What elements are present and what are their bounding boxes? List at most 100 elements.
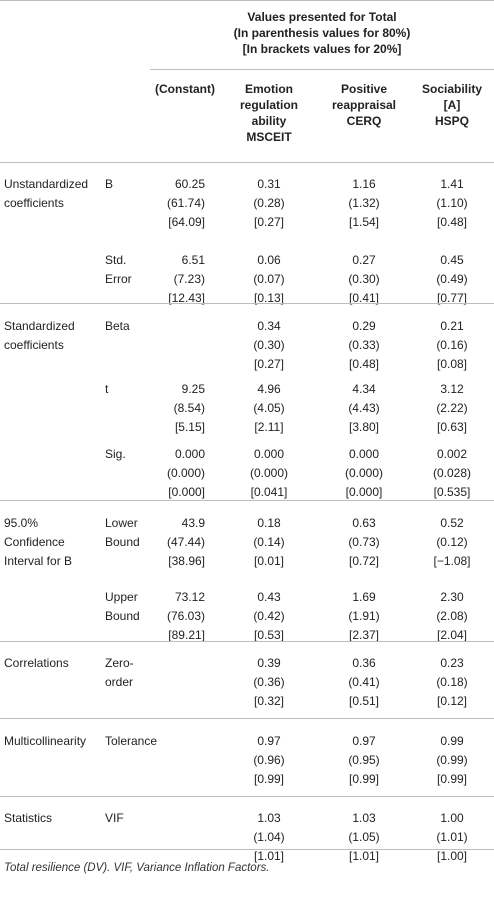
table-cell-value: [0.12] (436, 694, 468, 708)
table-cell-value: [0.48] (348, 357, 380, 371)
table-cell-value: 1.00 (440, 811, 464, 825)
header-title-line: Values presented for Total (247, 10, 397, 24)
table-cell-value: (0.28) (253, 196, 285, 210)
row-sublabel: B (105, 177, 114, 191)
row-sublabel: Std. (105, 253, 127, 267)
table-cell-value: (1.01) (436, 830, 468, 844)
table-cell-value: 0.63 (352, 516, 376, 530)
table-cell-value: [0.63] (436, 420, 468, 434)
row-sublabel: Lower (105, 516, 138, 530)
table-cell-value: 4.96 (257, 382, 281, 396)
table-cell-value: (0.000) (344, 466, 384, 480)
table-cell-value: [3.80] (348, 420, 380, 434)
table-cell-value: [0.000] (345, 485, 383, 499)
table-cell-value: [2.37] (348, 628, 380, 642)
table-cell-value: 0.000 (348, 447, 380, 461)
table-cell-value: [0.01] (253, 554, 285, 568)
table-cell-value: (0.028) (432, 466, 472, 480)
table-cell-value: (8.54) (173, 401, 205, 415)
group-label: Statistics (4, 811, 53, 825)
table-cell-value: 0.21 (440, 319, 464, 333)
column-header-line: reappraisal (331, 98, 397, 112)
table-cell-value: 3.12 (440, 382, 464, 396)
table-cell-value: 0.97 (257, 734, 281, 748)
table-cell-value: [−1.08] (433, 554, 471, 568)
table-cell-value: 0.06 (257, 253, 281, 267)
group-label: Correlations (4, 656, 69, 670)
group-label: 95.0% (4, 516, 39, 530)
table-cell-value: (0.16) (436, 338, 468, 352)
group-label: Unstandardized (4, 177, 89, 191)
table-cell-value: (1.32) (348, 196, 380, 210)
column-header-line: HSPQ (434, 114, 469, 128)
table-cell-value: (0.36) (253, 675, 285, 689)
table-cell-value: (4.43) (348, 401, 380, 415)
group-divider (0, 849, 494, 850)
group-divider (0, 303, 494, 304)
table-cell-value: (61.74) (166, 196, 205, 210)
row-sublabel: order (105, 675, 134, 689)
table-cell-value: 9.25 (181, 382, 205, 396)
table-cell-value: 0.002 (436, 447, 468, 461)
table-cell-value: 73.12 (174, 590, 205, 604)
table-cell-value: [0.535] (433, 485, 471, 499)
table-cell-value: (0.49) (436, 272, 468, 286)
table-cell-value: 0.36 (352, 656, 376, 670)
group-label: Confidence (4, 535, 65, 549)
column-header-cerq: Positive reappraisal CERQ (318, 81, 410, 129)
header-underline (150, 69, 494, 70)
table-cell-value: (0.000) (249, 466, 289, 480)
table-cell-value: [0.99] (436, 772, 468, 786)
table-cell-value: [2.11] (254, 420, 284, 434)
group-divider (0, 718, 494, 719)
table-cell-value: [5.15] (174, 420, 205, 434)
table-cell-value: 0.27 (352, 253, 376, 267)
table-cell-value: [0.041] (250, 485, 288, 499)
table-cell-value: [0.13] (253, 291, 285, 305)
table-cell-value: (0.42) (253, 609, 285, 623)
table-cell-value: (0.73) (348, 535, 380, 549)
table-cell-value: (76.03) (166, 609, 205, 623)
table-cell-value: 0.97 (352, 734, 376, 748)
table-cell-value: 0.31 (257, 177, 281, 191)
table-cell-value: (1.10) (436, 196, 468, 210)
group-divider (0, 641, 494, 642)
table-cell-value: [0.27] (253, 215, 285, 229)
table-cell-value: [1.00] (436, 849, 468, 863)
table-cell-value: (1.05) (348, 830, 380, 844)
table-cell-value: [0.53] (253, 628, 285, 642)
table-cell-value: 0.000 (174, 447, 205, 461)
table-cell-value: (0.12) (436, 535, 468, 549)
group-label: Standardized (4, 319, 75, 333)
row-sublabel: Bound (105, 535, 140, 549)
table-cell-value: [0.32] (253, 694, 285, 708)
table-cell-value: [0.72] (348, 554, 380, 568)
group-label: coefficients (4, 196, 64, 210)
table-footnote: Total resilience (DV). VIF, Variance Inf… (4, 862, 270, 874)
table-cell-value: [0.000] (168, 485, 205, 499)
table-cell-value: (47.44) (166, 535, 205, 549)
table-cell-value: (0.30) (348, 272, 380, 286)
table-cell-value: 1.03 (352, 811, 376, 825)
table-cell-value: 1.41 (440, 177, 464, 191)
row-sublabel: Beta (105, 319, 130, 333)
table-cell-value: [0.99] (253, 772, 285, 786)
table-cell-value: 1.03 (257, 811, 281, 825)
table-cell-value: (1.04) (253, 830, 285, 844)
column-header-constant: (Constant) (145, 81, 225, 97)
table-cell-value: (2.22) (436, 401, 468, 415)
group-divider (0, 796, 494, 797)
header-title-line: [In brackets values for 20%] (242, 42, 402, 56)
table-cell-value: 43.9 (181, 516, 205, 530)
group-label: coefficients (4, 338, 64, 352)
table-cell-value: [0.48] (436, 215, 468, 229)
table-cell-value: (4.05) (253, 401, 285, 415)
table-cell-value: (0.96) (253, 753, 285, 767)
table-header-title: Values presented for Total (In parenthes… (150, 9, 494, 57)
table-cell-value: 0.29 (352, 319, 376, 333)
row-sublabel: Zero- (105, 656, 134, 670)
table-cell-value: [0.08] (436, 357, 468, 371)
table-cell-value: (1.91) (348, 609, 380, 623)
column-header-line: MSCEIT (246, 130, 292, 144)
